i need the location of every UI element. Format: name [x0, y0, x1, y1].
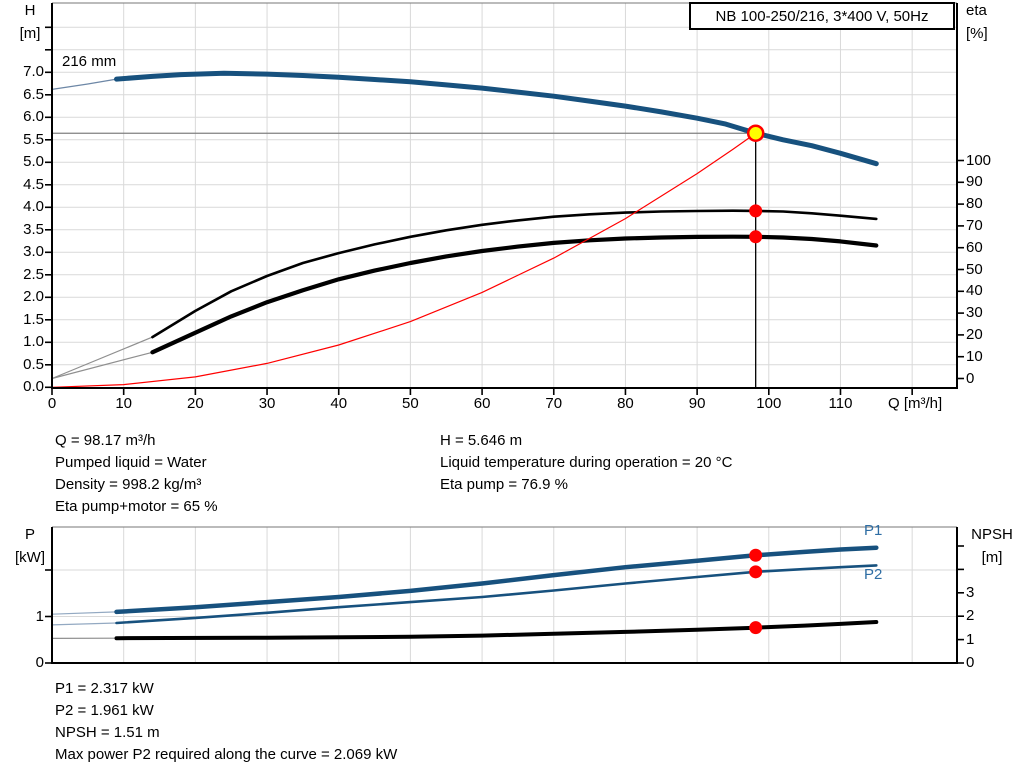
p2-leader-curve	[51, 622, 118, 626]
result-liquid: Pumped liquid = Water	[55, 454, 207, 471]
duty-eta-marker	[749, 204, 763, 218]
npsh-tick-label: 2	[966, 607, 975, 625]
h-tick-label: 2.0	[23, 288, 44, 306]
h-axis-unit: [m]	[19, 25, 41, 42]
npsh-tick-label: 3	[966, 583, 975, 601]
q-tick-label: 30	[258, 395, 276, 412]
h-tick-label: 1.5	[23, 310, 44, 328]
eta-tick-label: 10	[966, 347, 983, 365]
eta-pump-motor-curve	[150, 234, 879, 355]
q-tick-label: 10	[115, 395, 133, 412]
result-eta-pump: Eta pump = 76.9 %	[440, 476, 568, 493]
result-density: Density = 998.2 kg/m³	[55, 476, 202, 493]
system-curve-curve	[51, 132, 757, 388]
result-maxp2: Max power P2 required along the curve = …	[55, 746, 398, 763]
q-tick-label: 70	[545, 395, 563, 412]
q-tick-label: 20	[187, 395, 204, 412]
npsh-axis-unit: [m]	[981, 549, 1003, 566]
h-tick-label: 2.5	[23, 265, 44, 283]
h-tick-label: 5.0	[23, 153, 44, 171]
eta-tick-label: 20	[966, 325, 983, 343]
result-npsh: NPSH = 1.51 m	[55, 724, 160, 741]
h-tick-label: 0.5	[23, 355, 44, 373]
duty-p-marker	[749, 548, 763, 562]
h-tick-label: 6.0	[23, 108, 44, 126]
result-p1: P1 = 2.317 kW	[55, 680, 154, 697]
p-tick-label: 0	[35, 654, 44, 671]
duty-point-marker[interactable]	[746, 124, 765, 142]
h-tick-label: 3.5	[23, 220, 44, 238]
eta-tick-label: 80	[966, 195, 983, 213]
h-tick-label: 0.0	[23, 378, 44, 396]
q-tick-label: 40	[330, 395, 348, 412]
eta-axis-unit: [%]	[966, 25, 988, 42]
q-tick-label: 90	[688, 395, 706, 412]
q-tick-label: 0	[47, 395, 57, 412]
npsh-curve	[114, 620, 879, 641]
q-tick-label: 100	[756, 395, 782, 412]
h-tick-label: 4.0	[23, 198, 44, 216]
eta-pump-curve	[151, 209, 878, 339]
impeller-size-label: 216 mm	[62, 53, 117, 70]
p-axis-unit: [kW]	[15, 549, 45, 566]
p2-curve-label: P2	[864, 566, 883, 583]
h-tick-label: 6.5	[23, 85, 44, 103]
q-tick-label: 80	[617, 395, 634, 412]
eta-tick-label: 40	[966, 282, 983, 300]
result-h: H = 5.646 m	[440, 432, 523, 449]
eta-tick-label: 70	[966, 216, 983, 234]
pump-title: NB 100-250/216, 3*400 V, 50Hz	[715, 7, 929, 25]
result-p2: P2 = 1.961 kW	[55, 702, 154, 719]
eta-axis-title: eta	[966, 2, 987, 19]
q-axis-unit: Q [m³/h]	[888, 395, 943, 412]
h-tick-label: 7.0	[23, 63, 44, 81]
head-216mm-leader-curve	[51, 78, 118, 91]
pump-title-box: NB 100-250/216, 3*400 V, 50Hz	[689, 2, 955, 30]
p1-curve-label: P1	[864, 522, 883, 539]
eta-tick-label: 90	[966, 173, 983, 191]
h-tick-label: 3.0	[23, 243, 44, 261]
result-q: Q = 98.17 m³/h	[55, 432, 156, 449]
p-axis-title: P	[24, 526, 35, 543]
result-eta-total: Eta pump+motor = 65 %	[55, 498, 218, 515]
duty-results-left: Q = 98.17 m³/h Pumped liquid = Water Den…	[55, 430, 218, 518]
p2-curve	[115, 564, 878, 625]
power-results: P1 = 2.317 kW P2 = 1.961 kW NPSH = 1.51 …	[55, 678, 397, 766]
head-216mm-curve	[114, 70, 879, 167]
eta-tick-label: 60	[966, 238, 983, 256]
q-tick-label: 50	[402, 395, 419, 412]
eta-pump-leader-curve	[51, 336, 153, 380]
duty-npsh-marker	[749, 621, 763, 635]
duty-results-right: H = 5.646 m Liquid temperature during op…	[440, 430, 732, 496]
p1-curve	[114, 545, 879, 615]
q-tick-label: 60	[473, 395, 491, 412]
result-temperature: Liquid temperature during operation = 20…	[440, 454, 733, 471]
p-tick-label: 1	[35, 607, 44, 625]
eta-pump-motor-leader-curve	[51, 351, 153, 380]
duty-p-marker	[749, 565, 763, 579]
eta-tick-label: 100	[966, 151, 992, 169]
q-tick-label: 110	[828, 395, 853, 412]
h-tick-label: 1.0	[23, 333, 44, 351]
h-axis-title: H	[24, 2, 36, 19]
duty-eta-marker	[749, 230, 763, 244]
npsh-axis-title: NPSH	[971, 526, 1013, 543]
npsh-tick-label: 1	[966, 630, 975, 648]
npsh-tick-label: 0	[966, 654, 975, 671]
eta-tick-label: 0	[966, 369, 975, 387]
p1-leader-curve	[51, 611, 118, 615]
eta-tick-label: 30	[966, 304, 983, 322]
h-tick-label: 4.5	[23, 175, 44, 193]
eta-tick-label: 50	[966, 260, 983, 278]
h-tick-label: 5.5	[23, 130, 44, 148]
